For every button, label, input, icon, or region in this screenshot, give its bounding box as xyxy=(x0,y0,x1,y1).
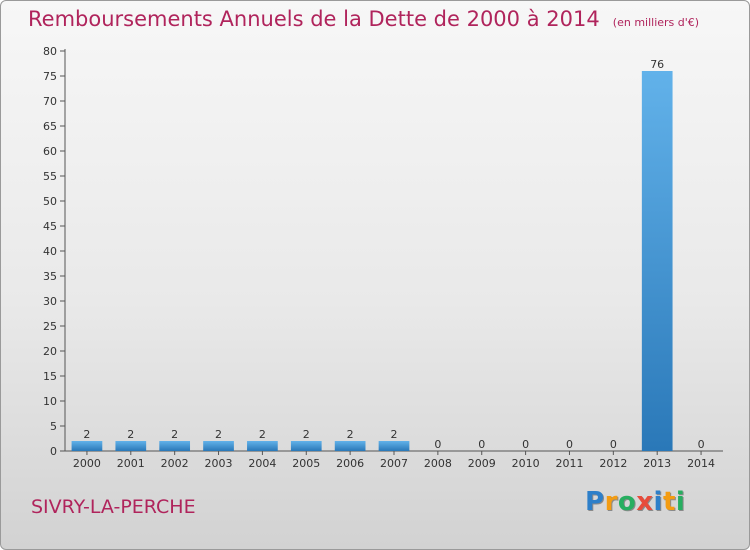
x-tick-label: 2009 xyxy=(468,457,496,470)
x-tick-label: 2001 xyxy=(117,457,145,470)
bar xyxy=(159,441,191,451)
bar-value-label: 2 xyxy=(215,428,222,441)
y-tick-label: 45 xyxy=(43,220,57,233)
bar xyxy=(290,441,322,451)
x-tick-label: 2011 xyxy=(555,457,583,470)
bar xyxy=(247,441,278,451)
chart-unit-note: (en milliers d'€) xyxy=(612,16,700,29)
bar-value-label: 0 xyxy=(566,438,573,451)
y-tick-label: 60 xyxy=(43,145,57,158)
bar xyxy=(334,441,366,451)
y-tick-label: 55 xyxy=(43,170,57,183)
title-row: Remboursements Annuels de la Dette de 20… xyxy=(28,7,699,31)
logo-letter: r xyxy=(604,487,618,517)
bar-value-label: 0 xyxy=(478,438,485,451)
bar xyxy=(71,441,103,451)
y-tick-label: 5 xyxy=(50,420,57,433)
bar xyxy=(115,441,147,451)
x-tick-label: 2013 xyxy=(643,457,671,470)
bar-value-label: 2 xyxy=(259,428,266,441)
bar xyxy=(203,441,234,451)
y-tick-label: 40 xyxy=(43,245,57,258)
bar-value-label: 76 xyxy=(650,58,664,71)
bars: 2 2 2 2 2 2 2 2 0 0 0 0 0 76 0 xyxy=(71,58,705,451)
x-tick-label: 2010 xyxy=(512,457,540,470)
x-tick-label: 2005 xyxy=(292,457,320,470)
proxiti-logo: Proxiti xyxy=(585,487,685,517)
x-tick-label: 2014 xyxy=(687,457,715,470)
bar-value-label: 2 xyxy=(127,428,134,441)
logo-letter: o xyxy=(617,487,637,517)
y-tick-label: 65 xyxy=(43,120,57,133)
x-tick-label: 2012 xyxy=(599,457,627,470)
y-tick-label: 30 xyxy=(43,295,57,308)
logo-letter: t xyxy=(662,487,676,517)
logo-letter: i xyxy=(675,487,686,517)
logo-letter: i xyxy=(653,487,663,517)
x-tick-label: 2002 xyxy=(161,457,189,470)
x-tick-label: 2006 xyxy=(336,457,364,470)
bar-value-label: 0 xyxy=(522,438,529,451)
x-axis: 2000 2001 2002 2003 2004 2005 2006 2007 2008 2009… xyxy=(65,450,723,470)
y-tick-label: 25 xyxy=(43,320,57,333)
y-tick-label: 75 xyxy=(43,70,57,83)
bar-value-label: 0 xyxy=(434,438,441,451)
y-tick-label: 70 xyxy=(43,95,57,108)
x-tick-label: 2008 xyxy=(424,457,452,470)
bar-value-label: 2 xyxy=(347,428,354,441)
bar-value-label: 2 xyxy=(83,428,90,441)
bar-value-label: 2 xyxy=(303,428,310,441)
x-tick-label: 2004 xyxy=(248,457,276,470)
logo-letter: P xyxy=(585,487,605,517)
bar-value-label: 0 xyxy=(610,438,617,451)
x-tick-label: 2007 xyxy=(380,457,408,470)
logo-letter: x xyxy=(636,487,654,517)
y-tick-label: 80 xyxy=(43,45,57,58)
x-tick-label: 2000 xyxy=(73,457,101,470)
y-tick-label: 10 xyxy=(43,395,57,408)
y-tick-label: 0 xyxy=(50,445,57,458)
y-tick-label: 15 xyxy=(43,370,57,383)
y-tick-label: 20 xyxy=(43,345,57,358)
bar-value-label: 0 xyxy=(698,438,705,451)
commune-name: SIVRY-LA-PERCHE xyxy=(31,496,196,518)
y-tick-label: 35 xyxy=(43,270,57,283)
bar xyxy=(378,441,410,451)
x-tick-label: 2003 xyxy=(205,457,233,470)
y-axis: 0 5 10 15 20 25 30 35 40 45 50 55 60 65 70 75 80 xyxy=(43,45,66,458)
bar-value-label: 2 xyxy=(171,428,178,441)
bar-value-label: 2 xyxy=(391,428,398,441)
chart-title: Remboursements Annuels de la Dette de 20… xyxy=(28,7,600,31)
bar xyxy=(641,71,673,451)
y-tick-label: 50 xyxy=(43,195,57,208)
